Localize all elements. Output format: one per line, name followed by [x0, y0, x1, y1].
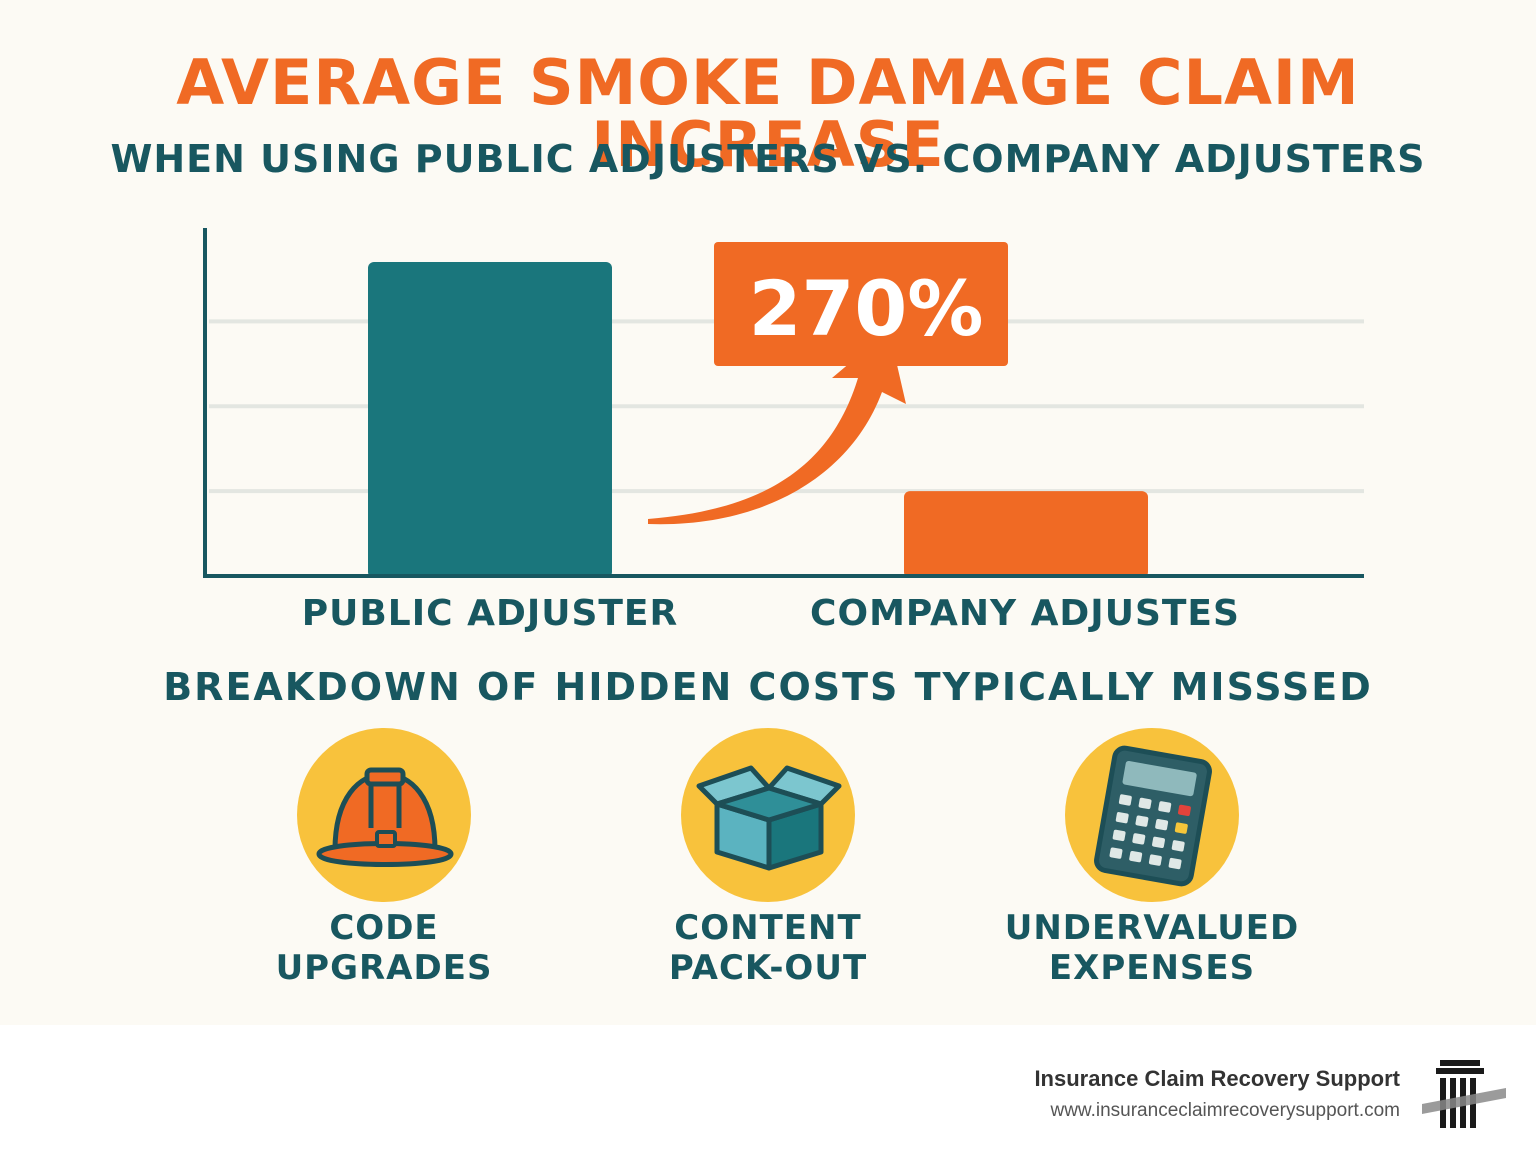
icon-circle: [681, 728, 855, 902]
cost-item-undervalued-expenses: UNDERVALUED EXPENSES: [992, 728, 1312, 988]
cost-item-label: UNDERVALUED EXPENSES: [1004, 908, 1300, 988]
icon-circle: [1065, 728, 1239, 902]
company-logo: [1422, 1060, 1506, 1128]
cost-item-code-upgrades: CODE UPGRADES: [224, 728, 544, 988]
cost-item-label: CONTENT PACK-OUT: [668, 908, 868, 988]
footer-company-name: Insurance Claim Recovery Support: [1034, 1066, 1400, 1091]
x-tick-label-public: PUBLIC ADJUSTER: [301, 593, 679, 634]
bar-public-adjuster: [368, 261, 612, 578]
calculator-icon: [1094, 745, 1212, 887]
cost-item-content-pack-out: CONTENT PACK-OUT: [608, 728, 928, 988]
hard-hat-icon: [316, 767, 454, 867]
footer-url[interactable]: www.insuranceclaimrecoverysupport.com: [1050, 1100, 1400, 1121]
section-title: BREAKDOWN OF HIDDEN COSTS TYPICALLY MISS…: [163, 665, 1373, 709]
chart-title: AVERAGE SMOKE DAMAGE CLAIM INCREASE: [176, 46, 1360, 181]
cost-item-label: CODE UPGRADES: [275, 908, 493, 988]
increase-label: 270%: [749, 264, 984, 353]
chart-subtitle: WHEN USING PUBLIC ADJUSTERS VS. COMPANY …: [110, 137, 1426, 181]
increase-badge: [714, 242, 1008, 366]
icon-circle: [297, 728, 471, 902]
x-tick-label-company: COMPANY ADJUSTES: [810, 593, 1240, 634]
bar-company-adjuster: [904, 491, 1148, 578]
increase-callout: 270%: [648, 242, 1008, 525]
box-icon: [696, 765, 842, 871]
bar-chart: 270%: [203, 228, 1364, 578]
